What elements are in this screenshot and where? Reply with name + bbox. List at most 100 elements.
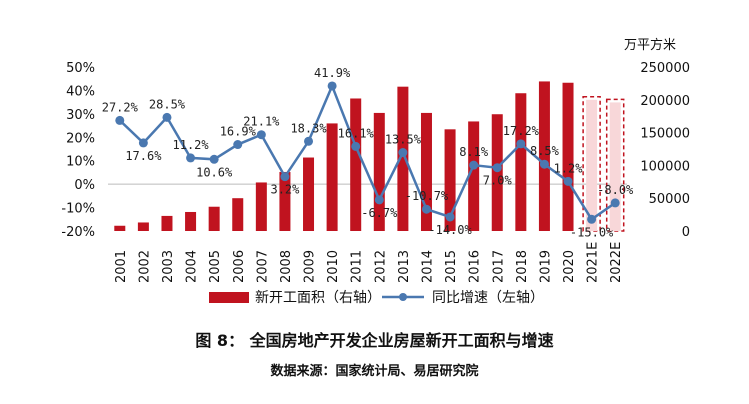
x-axis-tick-label: 2002: [137, 250, 152, 283]
growth-point: [327, 81, 337, 91]
x-axis-tick-label: 2007: [255, 250, 270, 283]
growth-point: [445, 212, 455, 222]
right-axis-tick-label: 200000: [640, 94, 690, 109]
figure-caption: 图 8： 全国房地产开发企业房屋新开工面积与增速: [195, 331, 554, 350]
bar: [208, 206, 220, 231]
right-axis-tick-label: 0: [682, 225, 690, 240]
right-axis-unit-label: 万平方米: [624, 37, 676, 53]
legend-line-marker: [399, 293, 407, 301]
bar-estimate: [586, 99, 598, 231]
x-axis-tick-label: 2011: [350, 250, 365, 283]
bar: [562, 82, 574, 231]
data-label: 16.1%: [338, 126, 375, 140]
growth-point: [398, 148, 408, 158]
growth-point: [492, 163, 502, 173]
legend-line-label: 同比增速（左轴）: [432, 290, 544, 306]
data-label: 28.5%: [149, 97, 186, 111]
data-label: -10.7%: [405, 189, 449, 203]
x-axis-tick-label: 2005: [208, 250, 223, 283]
bar-estimate: [609, 102, 621, 231]
x-axis-tick-label: 2012: [373, 250, 388, 283]
left-axis-tick-label: 20%: [66, 131, 95, 146]
growth-point: [233, 140, 243, 150]
bar: [420, 112, 432, 231]
bar: [444, 129, 456, 231]
chart: 万平方米 50% 40% 30% 20% 10% 0% -10% -20% 250000 200…: [61, 37, 690, 306]
growth-point: [138, 138, 148, 148]
x-axis-tick-label: 2008: [279, 250, 294, 283]
bar: [491, 114, 503, 231]
x-axis-tick-label: 2016: [468, 250, 483, 283]
bar: [515, 93, 527, 232]
data-label: 10.6%: [196, 165, 233, 179]
data-label: 41.9%: [314, 66, 351, 80]
data-source: 数据来源：国家统计局、易居研究院: [270, 364, 479, 379]
x-axis-tick-label: 2004: [185, 250, 200, 283]
growth-point: [280, 172, 290, 182]
growth-point: [563, 176, 573, 186]
bar: [161, 215, 173, 231]
left-axis-tick-label: 40%: [66, 84, 95, 99]
right-axis-tick-label: 50000: [649, 192, 690, 207]
data-label: 3.2%: [270, 183, 300, 197]
right-axis-tick-label: 150000: [640, 127, 690, 142]
data-label: 18.3%: [290, 121, 327, 135]
data-label: -14.0%: [428, 223, 472, 237]
left-axis: 50% 40% 30% 20% 10% 0% -10% -20%: [61, 61, 95, 240]
left-axis-tick-label: -10%: [61, 202, 95, 217]
growth-point: [516, 139, 526, 149]
bar: [255, 182, 267, 231]
x-axis-tick-label: 2014: [420, 250, 435, 283]
left-axis-tick-label: -20%: [61, 225, 95, 240]
data-label: 17.6%: [125, 149, 162, 163]
left-axis-tick-label: 10%: [66, 155, 95, 170]
data-label: -8.0%: [597, 183, 634, 197]
data-label: 7.0%: [483, 174, 513, 188]
bar: [397, 86, 409, 232]
x-axis-tick-label: 2020: [562, 250, 577, 283]
x-axis-tick-label: 2001: [114, 250, 129, 283]
right-axis: 250000 200000 150000 100000 50000 0: [640, 61, 690, 240]
x-axis-tick-label: 2017: [491, 250, 506, 283]
data-labels: 27.2% 17.6% 28.5% 11.2% 10.6% 16.9%21.1% 3.2% 1…: [102, 66, 634, 239]
data-label: -6.7%: [361, 206, 398, 220]
data-label: 13.5%: [385, 133, 422, 147]
legend: 新开工面积（右轴） 同比增速（左轴）: [209, 290, 544, 306]
bar: [350, 98, 362, 231]
bar: [185, 211, 197, 231]
bar-estimate-outline: [582, 96, 601, 232]
legend-bar-label: 新开工面积（右轴）: [255, 290, 381, 306]
x-axis-tick-label: 2019: [538, 250, 553, 283]
x-axis-tick-label: 2006: [232, 250, 247, 283]
x-axis-tick-label: 2003: [161, 250, 176, 283]
data-label: 11.2%: [173, 138, 210, 152]
x-axis-tick-label: 2021E: [586, 242, 601, 283]
bar-series: [114, 81, 625, 232]
bar: [303, 157, 315, 231]
x-axis-tick-label: 2022E: [609, 242, 624, 283]
growth-point: [374, 195, 384, 205]
bar: [326, 123, 338, 231]
growth-point: [186, 153, 196, 163]
data-label: 8.5%: [530, 144, 560, 158]
growth-line: [118, 82, 616, 222]
growth-point: [610, 198, 620, 208]
bar: [232, 198, 244, 231]
x-axis-tick-label: 2015: [444, 250, 459, 283]
growth-point: [469, 160, 479, 170]
growth-point: [304, 136, 314, 146]
bar: [137, 222, 149, 231]
right-axis-tick-label: 250000: [640, 61, 690, 76]
data-label: 17.2%: [503, 124, 540, 138]
x-axis-tick-label: 2013: [397, 250, 412, 283]
growth-point: [162, 112, 172, 122]
growth-point: [539, 159, 549, 169]
x-axis: 2001 2002 2003 2004 2005 2006 2007 2008 2009 2010…: [114, 242, 624, 283]
left-axis-tick-label: 50%: [66, 61, 95, 76]
left-axis-tick-label: 0%: [74, 178, 95, 193]
left-axis-tick-label: 30%: [66, 108, 95, 123]
growth-point: [587, 214, 597, 224]
line-series: [115, 81, 620, 224]
data-label: 8.1%: [459, 145, 489, 159]
x-axis-tick-label: 2009: [303, 250, 318, 283]
